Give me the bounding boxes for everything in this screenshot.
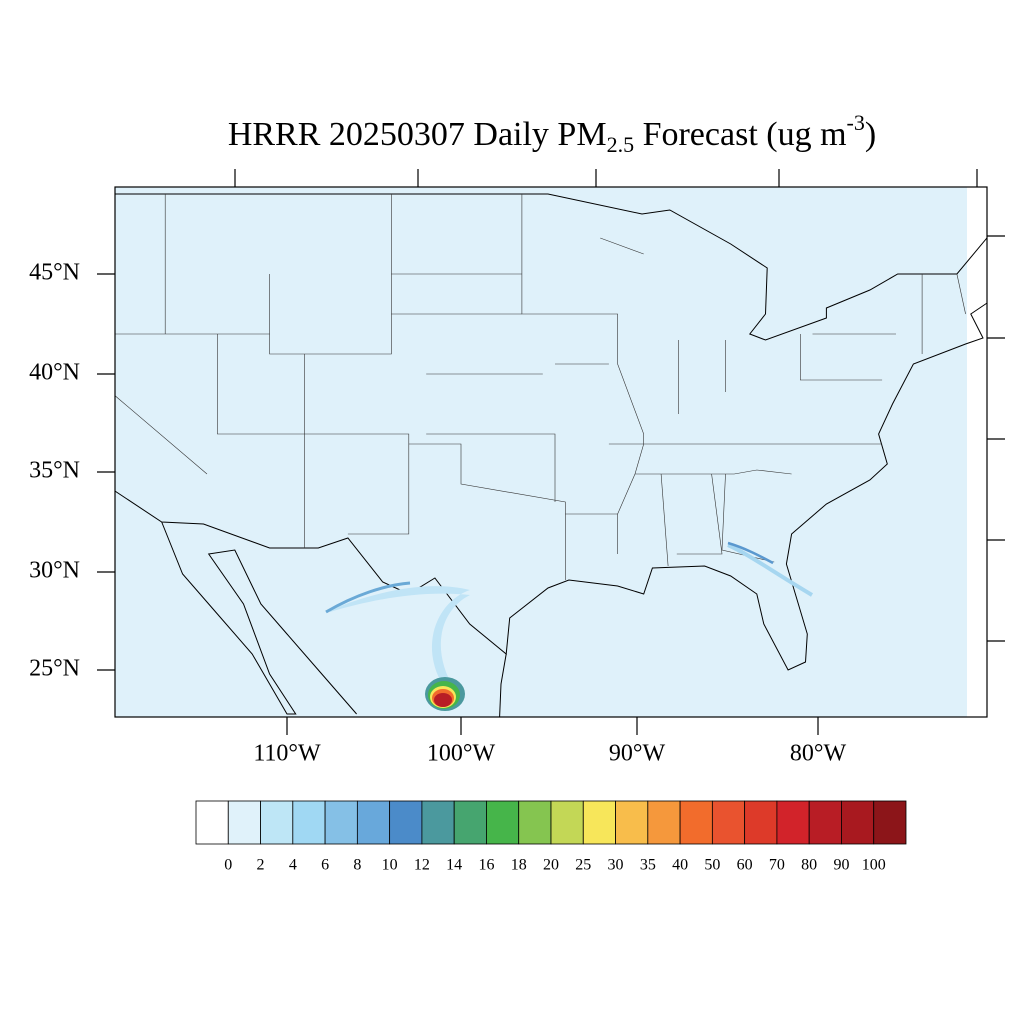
colorbar-box [873, 800, 907, 845]
state-boundary [660, 473, 669, 567]
mexico-gulf-coast [499, 653, 507, 717]
colorbar-label: 100 [862, 857, 886, 874]
colorbar-box [582, 800, 616, 845]
colorbar-box [647, 800, 681, 845]
hotspot-core [434, 693, 452, 707]
colorbar-box [421, 800, 455, 845]
state-boundary [800, 334, 883, 381]
map-frame [114, 186, 988, 718]
colorbar-label: 2 [257, 857, 265, 874]
state-boundary [676, 473, 723, 555]
lat-label: 35°N [29, 458, 80, 484]
colorbar-label: 25 [575, 857, 591, 874]
plume-band [325, 581, 411, 614]
plume-light [330, 586, 470, 690]
colorbar-label: 8 [353, 857, 361, 874]
colorbar-box [260, 800, 294, 845]
title-end: ) [865, 116, 876, 153]
title-subscript: 2.5 [607, 132, 635, 157]
colorbar-label: 70 [769, 857, 785, 874]
colorbar-label: 10 [382, 857, 398, 874]
colorbar-box [776, 800, 810, 845]
colorbar-label: 30 [608, 857, 624, 874]
colorbar-box [615, 800, 649, 845]
map-background [115, 187, 987, 717]
state-boundary [217, 334, 305, 548]
colorbar-label: 40 [672, 857, 688, 874]
colorbar-label: 6 [321, 857, 329, 874]
title-main: HRRR 20250307 Daily PM [228, 116, 607, 153]
colorbar-label: 0 [224, 857, 232, 874]
lat-label: 45°N [29, 260, 80, 286]
colorbar-label: 20 [543, 857, 559, 874]
state-boundary [635, 469, 792, 475]
colorbar-label: 80 [801, 857, 817, 874]
state-boundary [426, 433, 556, 502]
title-middle: Forecast (ug m [634, 116, 846, 153]
colorbar-box [711, 800, 746, 845]
colorbar: 0 2 4 6 8 10 12 14 16 18 20 25 30 35 40 50 60 70 80 90 100 [195, 800, 907, 874]
us-outline [115, 193, 987, 671]
colorbar-box [389, 800, 423, 845]
colorbar-box [744, 800, 778, 845]
lat-label: 25°N [29, 656, 80, 682]
colorbar-label: 12 [414, 857, 430, 874]
colorbar-label: 16 [478, 857, 494, 874]
colorbar-box [195, 800, 229, 845]
lon-label: 100°W [427, 741, 496, 767]
state-boundary [600, 237, 644, 255]
colorbar-label: 50 [704, 857, 720, 874]
state-boundary [956, 273, 966, 315]
state-boundary [408, 443, 566, 580]
frame-ticks [97, 169, 1005, 735]
state-boundary [115, 395, 208, 475]
lon-label: 110°W [253, 741, 321, 767]
colorbar-label: 14 [446, 857, 462, 874]
colorbar-box [808, 800, 842, 845]
colorbar-label: 35 [640, 857, 656, 874]
mexico-coast [161, 521, 357, 715]
state-boundary [521, 194, 644, 554]
title: HRRR 20250307 Daily PM2.5 Forecast (ug m… [228, 110, 876, 157]
lon-label: 90°W [609, 741, 666, 767]
state-boundary [721, 473, 775, 563]
domain-edge [967, 187, 987, 717]
lon-label: 80°W [790, 741, 847, 767]
colorbar-box [292, 800, 326, 845]
colorbar-box [679, 800, 713, 845]
colorbar-box [324, 800, 358, 845]
colorbar-box [841, 800, 875, 845]
colorbar-box [486, 800, 520, 845]
plume-east-core [727, 541, 774, 565]
colorbar-box [550, 800, 584, 845]
colorbar-label: 60 [737, 857, 753, 874]
colorbar-box [356, 800, 391, 845]
colorbar-label: 18 [511, 857, 527, 874]
colorbar-box [453, 800, 487, 845]
lat-label: 30°N [29, 558, 80, 584]
map-layer [115, 193, 987, 717]
title-superscript: -3 [847, 110, 865, 135]
plume-east [727, 543, 814, 597]
colorbar-box [227, 800, 261, 845]
colorbar-box [518, 800, 552, 845]
colorbar-label: 90 [833, 857, 849, 874]
state-boundary [304, 354, 410, 535]
lat-label: 40°N [29, 360, 80, 386]
colorbar-label: 4 [289, 857, 297, 874]
